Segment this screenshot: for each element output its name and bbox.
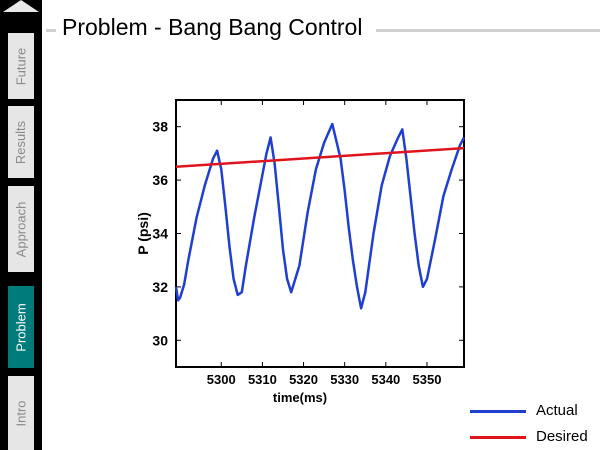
- nav-item-problem[interactable]: Problem: [8, 286, 34, 368]
- nav-item-approach[interactable]: Approach: [8, 186, 34, 272]
- nav-item-results[interactable]: Results: [8, 106, 34, 178]
- plot-frame: [175, 99, 465, 368]
- y-tick-label-0: 30: [152, 332, 168, 348]
- x-tick-label-5: 5350: [413, 372, 442, 387]
- legend-line-actual: [470, 410, 526, 413]
- page-title: Problem - Bang Bang Control: [62, 14, 363, 40]
- nav-item-future[interactable]: Future: [8, 33, 34, 99]
- arrow-up-icon: [3, 0, 39, 12]
- legend-label-actual: Actual: [536, 402, 578, 419]
- nav-item-intro[interactable]: Intro: [8, 376, 34, 450]
- x-tick-label-1: 5310: [248, 372, 277, 387]
- sidebar: Future Results Approach Problem Intro: [0, 0, 42, 450]
- legend-label-desired: Desired: [536, 428, 588, 445]
- title-rule-left: [46, 29, 56, 32]
- y-tick-label-4: 38: [152, 119, 168, 135]
- x-tick-label-4: 5340: [371, 372, 400, 387]
- y-tick-label-2: 34: [152, 226, 168, 242]
- y-tick-label-1: 32: [152, 279, 168, 295]
- series-line-desired: [175, 146, 465, 169]
- x-tick-label-2: 5320: [289, 372, 318, 387]
- title-rule-right: [376, 29, 600, 32]
- x-tick-label-0: 5300: [207, 372, 236, 387]
- legend-line-desired: [470, 436, 526, 439]
- y-axis-label: P (psi): [135, 212, 151, 255]
- x-tick-label-3: 5330: [330, 372, 359, 387]
- y-tick-label-3: 36: [152, 172, 168, 188]
- x-axis-label: time(ms): [273, 390, 327, 405]
